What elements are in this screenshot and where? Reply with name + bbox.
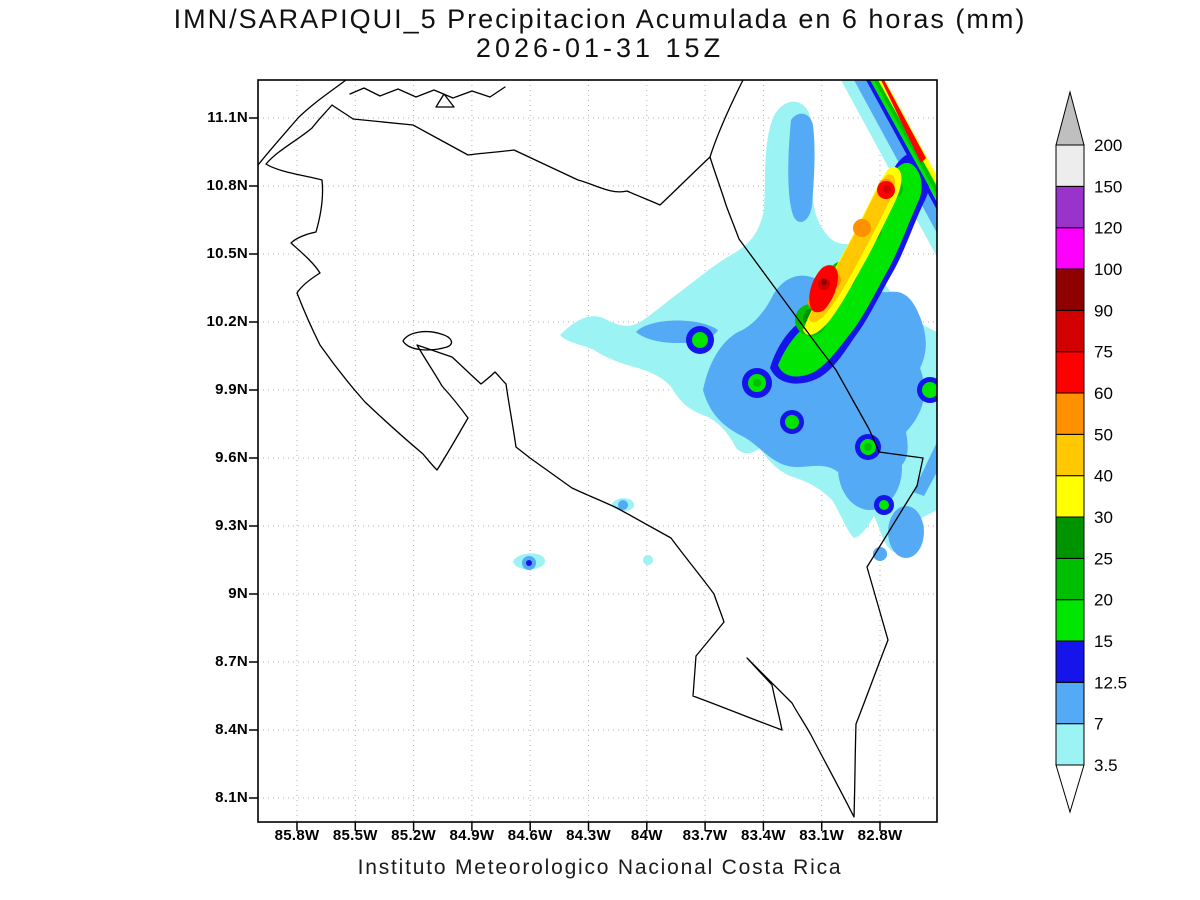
colorbar-segment: [1055, 309, 1085, 353]
chart-subtitle: 2026-01-31 15Z: [475, 33, 725, 63]
colorbar-label: 60: [1094, 384, 1113, 403]
colorbar-label: 3.5: [1094, 756, 1118, 775]
map-plot: [249, 79, 938, 831]
colorbar-label: 12.5: [1094, 673, 1127, 692]
lake-nicaragua-shore: [349, 86, 506, 99]
colorbar-label: 150: [1094, 177, 1122, 196]
colorbar-label: 50: [1094, 425, 1113, 444]
colorbar-segment: [1055, 351, 1085, 394]
nicaragua-caribbean-coast: [709, 80, 744, 158]
colorbar-segment: [1055, 433, 1085, 477]
colorbar-segment: [1055, 640, 1085, 683]
colorbar-label: 75: [1094, 343, 1113, 362]
precip-shading: [513, 80, 937, 570]
colorbar-segment: [1055, 268, 1085, 311]
colorbar-segment: [1055, 475, 1085, 518]
colorbar-label: 20: [1094, 591, 1113, 610]
colorbar-label: 120: [1094, 219, 1122, 238]
nicaragua-pacific-coast: [258, 80, 347, 166]
lake-island: [435, 93, 455, 108]
colorbar-segment: [1055, 185, 1085, 229]
colorbar-label: 30: [1094, 508, 1113, 527]
colorbar-label: 25: [1094, 549, 1113, 568]
chart-title: IMN/SARAPIQUI_5 Precipitacion Acumulada …: [173, 4, 1027, 34]
colorbar-segment: [1055, 557, 1085, 601]
colorbar-segment: [1055, 227, 1085, 270]
lake-arenal: [402, 330, 453, 351]
map-frame: [257, 79, 938, 823]
colorbar-label: 40: [1094, 467, 1113, 486]
colorbar-above-cap: [1055, 90, 1085, 146]
colorbar-segment: [1055, 144, 1085, 187]
colorbar-label: 200: [1094, 136, 1122, 155]
colorbar-below-cap: [1055, 764, 1085, 814]
colorbar-label: 90: [1094, 301, 1113, 320]
colorbar-segment: [1055, 516, 1085, 559]
coastline: [258, 80, 924, 818]
colorbar: 3.5 7 12.5 15 20 25 30 40 50 60 75 90 100 120 150 200: [1055, 90, 1127, 814]
caption: Instituto Meteorologico Nacional Costa R…: [357, 856, 843, 879]
colorbar-segment: [1055, 723, 1085, 766]
axis-ticks: [249, 117, 881, 831]
colorbar-segment: [1055, 599, 1085, 642]
colorbar-segment: [1055, 681, 1085, 725]
colorbar-label: 7: [1094, 715, 1103, 734]
colorbar-label: 15: [1094, 632, 1113, 651]
colorbar-segment: [1055, 392, 1085, 435]
colorbar-label: 100: [1094, 260, 1122, 279]
